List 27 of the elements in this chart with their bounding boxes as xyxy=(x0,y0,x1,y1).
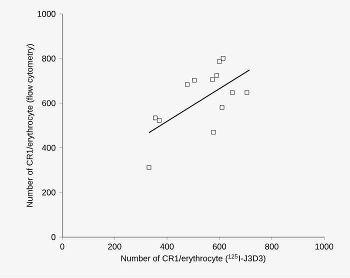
point xyxy=(153,116,158,120)
y-tick-label: 0 xyxy=(51,234,56,240)
x-tick-label: 800 xyxy=(265,244,278,250)
point xyxy=(184,82,190,87)
y-tick-label: 200 xyxy=(42,190,56,196)
point xyxy=(192,78,197,83)
x-axis-title: Number of CR1/erythrocyte ($^{125}$I-J3D3) xyxy=(121,254,266,264)
point xyxy=(220,105,224,110)
y-tick-label: 1000 xyxy=(38,11,56,17)
point xyxy=(210,77,215,82)
x-tick-label: 0 xyxy=(60,244,64,250)
point xyxy=(211,130,216,135)
x-tick-label: 200 xyxy=(108,244,122,250)
point xyxy=(244,90,250,95)
x-tick-label: 1000 xyxy=(315,244,334,250)
point xyxy=(230,90,234,95)
point xyxy=(214,73,220,78)
y-axis-title: Number of CR1/erythrocyte (flow cytometry) xyxy=(26,44,34,207)
point xyxy=(146,165,152,170)
x-tick-label: 400 xyxy=(160,244,174,250)
point xyxy=(217,59,222,64)
point xyxy=(156,118,162,123)
x-tick-label: 600 xyxy=(212,244,226,250)
y-tick-label: 400 xyxy=(42,144,56,151)
y-tick-label: 600 xyxy=(42,100,56,106)
point xyxy=(220,56,226,61)
y-tick-label: 800 xyxy=(42,56,56,62)
